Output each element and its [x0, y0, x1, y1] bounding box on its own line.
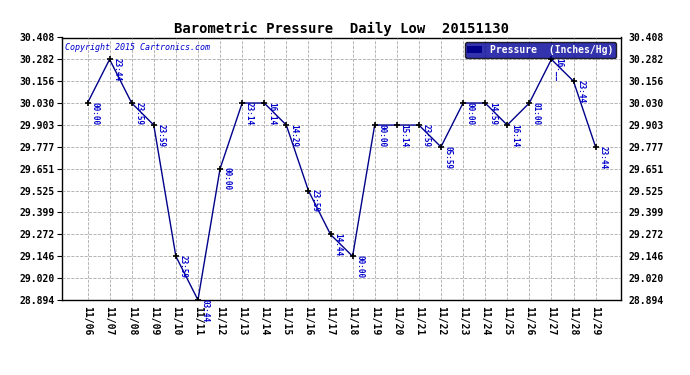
Text: 23:44: 23:44 — [576, 80, 585, 103]
Text: Copyright 2015 Cartronics.com: Copyright 2015 Cartronics.com — [65, 43, 210, 52]
Text: 23:44: 23:44 — [598, 146, 607, 169]
Text: 00:00: 00:00 — [377, 124, 386, 147]
Text: 23:59: 23:59 — [311, 189, 320, 212]
Text: 16:14: 16:14 — [510, 124, 519, 147]
Text: 23:14: 23:14 — [245, 102, 254, 125]
Text: 05:59: 05:59 — [444, 146, 453, 169]
Text: 00:00: 00:00 — [90, 102, 99, 125]
Text: 00:00: 00:00 — [466, 102, 475, 125]
Text: 14:59: 14:59 — [488, 102, 497, 125]
Text: 14:29: 14:29 — [289, 124, 298, 147]
Text: 23:59: 23:59 — [179, 255, 188, 278]
Text: 00:00: 00:00 — [223, 167, 232, 190]
Title: Barometric Pressure  Daily Low  20151130: Barometric Pressure Daily Low 20151130 — [174, 22, 509, 36]
Text: 00:00: 00:00 — [355, 255, 364, 278]
Text: 23:59: 23:59 — [157, 124, 166, 147]
Text: 16:14: 16:14 — [267, 102, 276, 125]
Text: 15:14: 15:14 — [400, 124, 408, 147]
Text: 23:59: 23:59 — [135, 102, 144, 125]
Text: 03:44: 03:44 — [201, 298, 210, 322]
Text: 16:__: 16:__ — [554, 58, 563, 81]
Text: 23:59: 23:59 — [422, 124, 431, 147]
Text: 01:00: 01:00 — [532, 102, 541, 125]
Text: 23:44: 23:44 — [112, 58, 121, 81]
Legend: Pressure  (Inches/Hg): Pressure (Inches/Hg) — [464, 42, 616, 58]
Text: 14:44: 14:44 — [333, 233, 342, 256]
